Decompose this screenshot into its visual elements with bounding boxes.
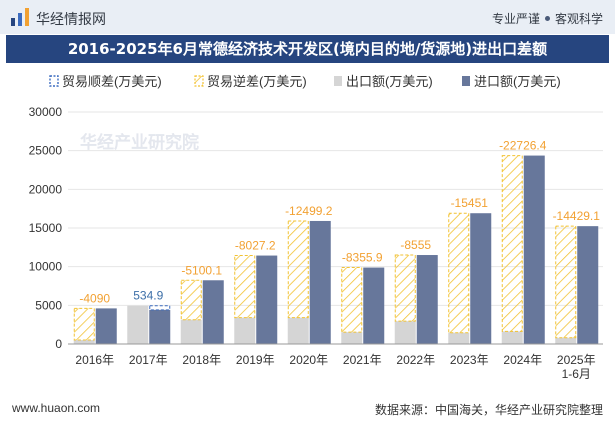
slogan: 专业严谨 客观科学 [492,10,603,27]
y-tick-label: 30000 [29,105,63,119]
site-name: 华经情报网 [36,11,106,27]
x-tick-label: 2025年 [557,353,596,367]
balance-data-label: -15451 [451,196,489,210]
deficit-bar [394,254,416,322]
x-tick-label: 2016年 [75,353,114,367]
export-bar [127,305,149,344]
import-bar [202,280,224,344]
export-bar [341,332,363,344]
x-tick-label: 2017年 [129,353,168,367]
import-bar [363,267,385,344]
y-tick-label: 5000 [35,298,62,312]
slogan-left: 专业严谨 [491,12,540,26]
y-tick-label: 15000 [29,221,63,235]
x-tick-label: 2024年 [503,353,542,367]
import-bar [523,155,545,344]
import-bar [577,226,599,344]
export-bar [234,317,256,344]
footer-website[interactable]: www.huaon.com [12,401,101,415]
deficit-bar [341,267,363,333]
import-bar [95,308,117,344]
x-tick-label: 2020年 [289,353,328,367]
balance-data-label: -8555 [400,238,431,252]
x-tick-label: 2022年 [396,353,435,367]
import-bar [256,255,278,344]
top-bar: 华经情报网 专业严谨 客观科学 [0,0,615,34]
deficit-bar [555,225,577,339]
deficit-bar [287,220,309,319]
export-bar [555,337,577,344]
x-tick-label: 2019年 [236,353,275,367]
y-tick-label: 0 [55,337,62,351]
x-tick-label: 2018年 [182,353,221,367]
export-bar [287,317,309,344]
chart-title: 2016-2025年6月常德经济技术开发区(境内目的地/货源地)进出口差额 [6,35,609,63]
import-bar [416,255,438,344]
import-bar [309,220,331,344]
balance-data-label: -14429.1 [553,209,601,223]
watermark: 华经产业研究院 [80,132,199,152]
x-tick-label: 2023年 [450,353,489,367]
legend-label: 进口额(万美元) [474,74,561,89]
bullet-dot-icon [544,16,550,21]
legend-label: 贸易逆差(万美元) [207,74,307,89]
export-bar [501,331,523,344]
balance-data-label: -8355.9 [342,251,383,265]
y-tick-label: 10000 [29,260,63,274]
surplus-bar [149,305,171,311]
export-bar [394,321,416,344]
footer-source: 数据来源：中国海关，华经产业研究院整理 [374,403,603,417]
deficit-bar [501,155,523,332]
deficit-bar [448,212,470,334]
deficit-bar [234,255,256,319]
y-tick-label: 20000 [29,182,63,196]
export-bar [180,319,202,344]
deficit-bar [73,307,95,341]
legend-swatch-export [334,76,342,86]
balance-data-label: 534.9 [133,289,163,303]
x-tick-label: 2021年 [343,353,382,367]
legend-swatch-surplus [49,75,59,87]
balance-data-label: -22726.4 [499,139,547,153]
legend-label: 贸易顺差(万美元) [62,74,162,89]
deficit-bar [180,279,202,321]
import-bar [470,213,492,344]
balance-data-label: -4090 [79,291,110,305]
legend-label: 出口额(万美元) [346,74,433,89]
export-bar [448,332,470,344]
import-bar [149,309,171,344]
balance-data-label: -12499.2 [285,204,333,218]
legend-swatch-import [462,76,470,86]
slogan-right: 客观科学 [554,12,603,26]
y-tick-label: 25000 [29,144,63,158]
export-bar [73,340,95,344]
balance-data-label: -5100.1 [181,263,222,277]
legend-swatch-deficit [194,75,204,87]
x-tick-label: 1-6月 [562,367,591,381]
balance-data-label: -8027.2 [235,239,276,253]
bar-chart-logo-icon [11,8,29,26]
